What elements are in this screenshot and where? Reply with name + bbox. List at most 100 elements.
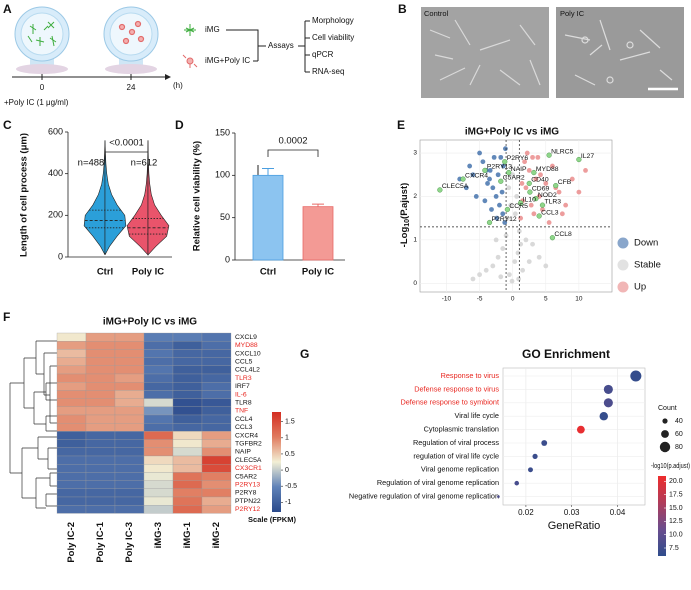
y-axis-label: Length of cell process (μm) — [19, 133, 30, 257]
y-axis-label: -Log10(P.ajust) — [399, 183, 412, 248]
heatmap-cell — [172, 496, 203, 506]
gene-label: CFB — [558, 179, 572, 186]
point — [493, 194, 499, 199]
row-label: TLR3 — [235, 375, 252, 382]
row-label: P2RY12 — [235, 506, 260, 513]
connector — [226, 20, 310, 73]
point — [506, 185, 512, 191]
column-label: Poly IC-1 — [95, 521, 106, 562]
point — [576, 189, 582, 195]
assay: Morphology — [312, 16, 354, 25]
row-label: CXCR4 — [235, 432, 258, 439]
term-label: Negative regulation of viral genome repl… — [349, 492, 499, 501]
point — [493, 237, 499, 243]
heatmap-cell — [172, 414, 203, 424]
dish-stand — [119, 58, 143, 68]
heatmap-cell — [114, 382, 145, 391]
heatmap-cell — [114, 496, 145, 506]
legend-label: Stable — [634, 260, 661, 271]
heatmap-cell — [201, 398, 232, 407]
annotated-point — [539, 202, 546, 208]
annotated-point — [486, 219, 493, 226]
annotated-point — [482, 167, 488, 174]
x-tick-label: Poly IC — [132, 267, 164, 278]
point — [512, 259, 518, 264]
colorbar — [272, 412, 281, 512]
point — [470, 276, 476, 282]
point — [519, 181, 525, 186]
heatmap-cell — [201, 373, 232, 383]
y-tick-label: 2 — [413, 193, 417, 200]
heatmap-cell — [85, 439, 116, 448]
heatmap-cell — [85, 488, 116, 498]
y-tick-label: 400 — [48, 168, 63, 178]
y-tick-label: 3 — [413, 150, 417, 157]
point — [563, 202, 569, 208]
heatmap-cell — [143, 480, 174, 489]
dot — [599, 411, 608, 421]
term-label: regulation of viral life cycle — [413, 451, 499, 460]
gene-label: CLEC5A — [442, 183, 469, 190]
heatmap-cell — [143, 365, 174, 375]
row-label: IRF7 — [235, 383, 250, 390]
point — [559, 211, 565, 217]
dish-stand — [30, 58, 54, 68]
annotated-point — [576, 156, 582, 163]
cells — [27, 21, 57, 47]
heatmap-cell — [56, 365, 87, 375]
annotated-point — [546, 152, 552, 158]
heatmap-cell — [201, 423, 232, 432]
row-label: TLR8 — [235, 399, 252, 406]
panel-label: B — [398, 2, 407, 16]
heatmap-cell — [172, 439, 203, 448]
heatmap-cell — [85, 406, 116, 416]
point — [482, 198, 488, 204]
y-tick-label: 600 — [48, 126, 63, 136]
row-label: CCL4 — [235, 416, 253, 423]
assay: Cell viability — [312, 33, 354, 42]
heatmap-cell — [85, 480, 116, 489]
x-tick-label: Poly IC — [302, 267, 334, 278]
colorbar-title: Scale (FPKM) — [248, 515, 296, 524]
x-tick-label: 0 — [511, 296, 515, 303]
point — [494, 215, 500, 221]
panel-label: C — [3, 118, 12, 132]
point — [535, 154, 541, 160]
heatmap-cell — [85, 341, 116, 350]
panel-label: G — [300, 347, 309, 361]
column-label: iMG-1 — [182, 521, 193, 548]
heatmap-cell — [56, 431, 87, 440]
chart-title: GO Enrichment — [522, 347, 610, 361]
point — [530, 241, 535, 247]
heatmap-cell — [114, 472, 145, 481]
annotated-point — [504, 206, 510, 213]
point — [530, 154, 535, 160]
heatmap-cell — [201, 406, 232, 416]
heatmap-cell — [85, 455, 116, 465]
term-label: Defense response to symbiont — [400, 398, 499, 407]
heatmap-cell — [201, 455, 232, 465]
heatmap-cell — [56, 423, 87, 432]
timepoint: 24 — [127, 83, 136, 92]
gene-label: MYD88 — [536, 166, 559, 173]
row-label: C5AR2 — [235, 473, 257, 480]
heatmap-cell — [114, 423, 145, 432]
legend-title: -log10(p.adjust) — [651, 463, 690, 470]
colorbar — [658, 476, 666, 556]
bar — [252, 174, 284, 261]
heatmap-cell — [85, 464, 116, 473]
x-tick-label: Ctrl — [260, 267, 276, 278]
heatmap-cell — [143, 472, 174, 481]
heatmap-cell — [85, 332, 116, 342]
column-label: Poly IC-3 — [124, 522, 135, 563]
point — [546, 220, 552, 225]
heatmap-cell — [56, 505, 87, 514]
heatmap-cell — [114, 455, 145, 465]
treatment: +Poly IC (1 μg/ml) — [4, 98, 69, 107]
point — [501, 163, 506, 169]
heatmap-cell — [114, 373, 145, 383]
y-tick-label: 0 — [225, 254, 230, 264]
point — [497, 202, 502, 208]
legend-label: 60 — [675, 431, 683, 438]
point — [477, 272, 482, 278]
